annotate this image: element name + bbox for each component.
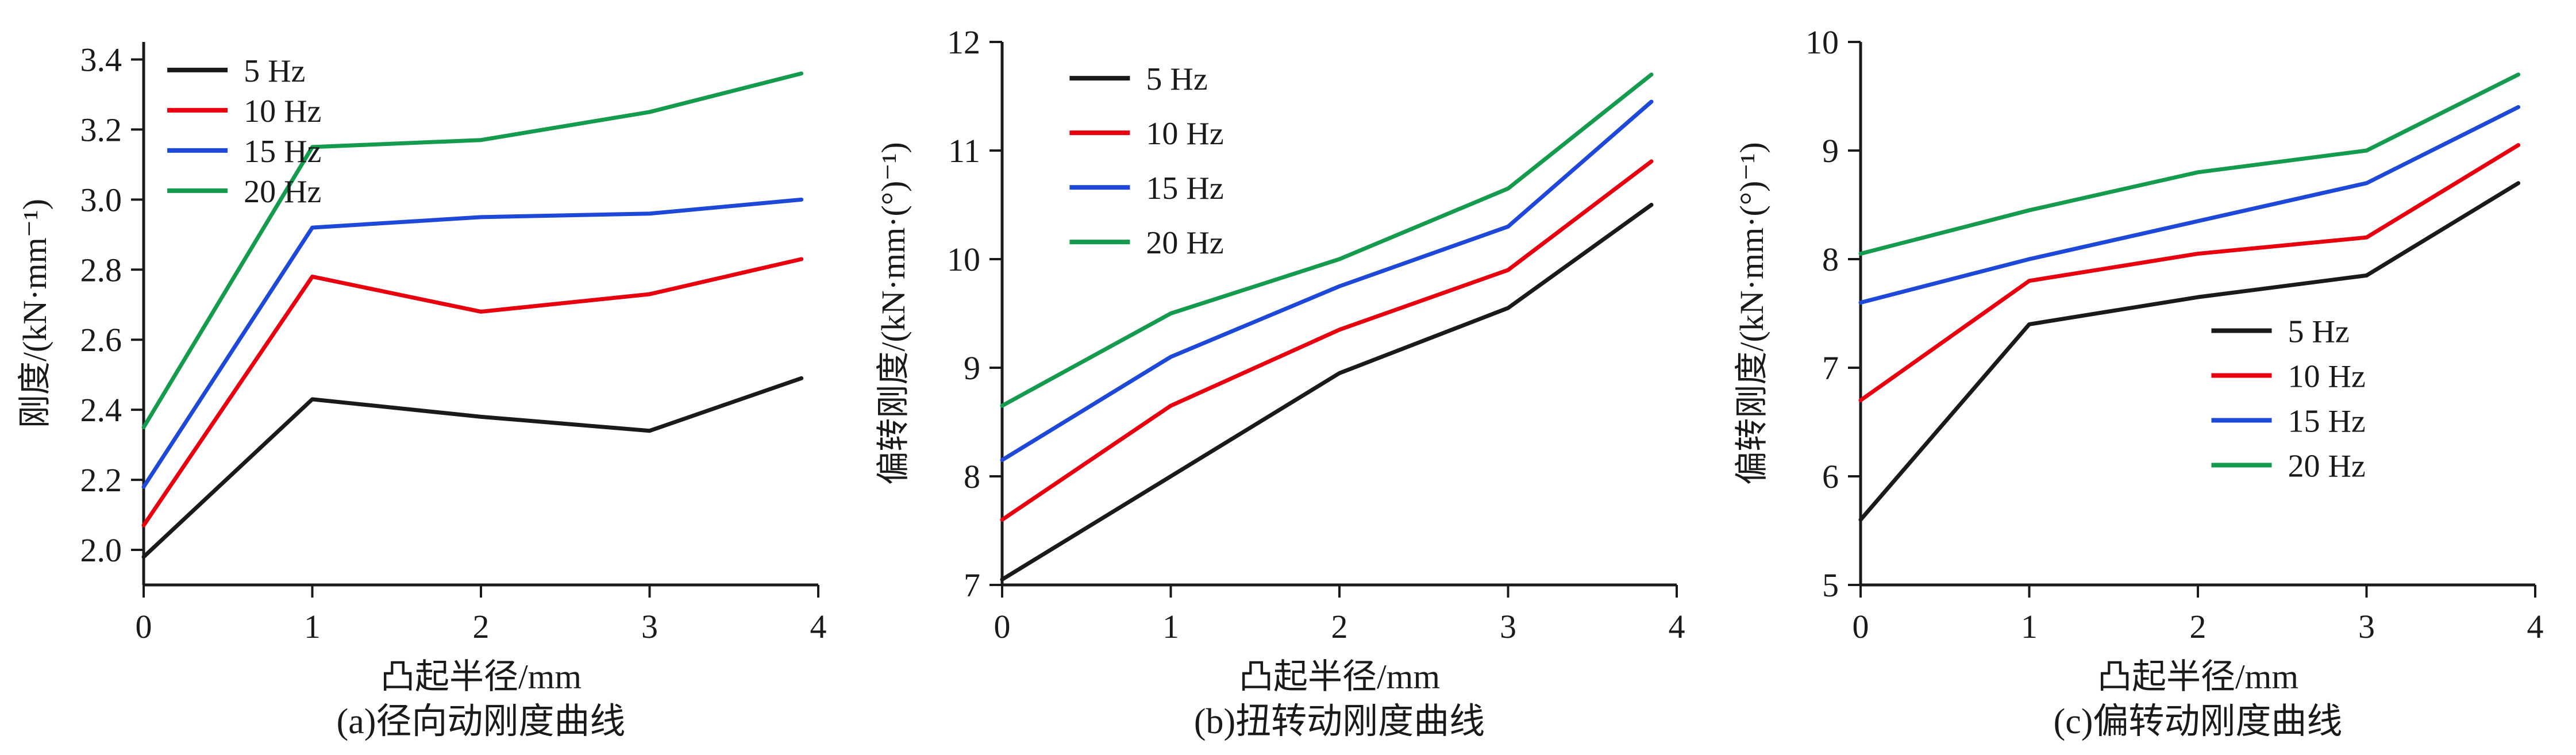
y-tick-label: 10 bbox=[947, 241, 980, 278]
x-tick-label: 3 bbox=[641, 608, 658, 645]
y-axis-title: 刚度/(kN·mm⁻¹) bbox=[16, 199, 53, 428]
chart-b-caption: (b)扭转动刚度曲线 bbox=[1193, 702, 1485, 741]
legend-label-20-hz: 20 Hz bbox=[244, 174, 321, 210]
series-line-10-hz bbox=[1000, 159, 1654, 522]
legend-label-20-hz: 20 Hz bbox=[1146, 225, 1223, 261]
x-axis-title: 凸起半径/mm bbox=[380, 658, 582, 696]
chart-a-caption: (a)径向动刚度曲线 bbox=[336, 702, 626, 741]
x-tick-label: 1 bbox=[1162, 608, 1179, 645]
x-tick-label: 2 bbox=[473, 608, 490, 645]
series-line-15-hz bbox=[141, 197, 804, 489]
y-tick-label: 6 bbox=[1822, 458, 1839, 495]
series-line-20-hz bbox=[1858, 72, 2521, 256]
series-line-5-hz bbox=[1858, 181, 2521, 522]
x-tick-label: 2 bbox=[2190, 608, 2207, 645]
legend-label-5-hz: 5 Hz bbox=[2288, 314, 2349, 350]
chart-c-caption: (c)偏转动刚度曲线 bbox=[2053, 702, 2343, 741]
y-tick-label: 8 bbox=[964, 458, 980, 495]
y-tick-label: 3.4 bbox=[80, 41, 122, 78]
series-line-5-hz bbox=[1000, 203, 1654, 582]
x-tick-label: 4 bbox=[1669, 608, 1685, 645]
x-tick-label: 1 bbox=[2021, 608, 2038, 645]
legend-label-5-hz: 5 Hz bbox=[244, 53, 305, 89]
x-tick-label: 0 bbox=[994, 608, 1011, 645]
series-line-5-hz bbox=[141, 376, 804, 559]
series-line-20-hz bbox=[1000, 72, 1654, 408]
chart-panel-b: 7 8 9 10 11 12 0 1 2 3 4 偏转刚度/(kN·mm·(°)⁻¹) 凸起半径/mm 5… bbox=[858, 16, 1717, 744]
y-tick-label: 3.2 bbox=[80, 111, 122, 148]
legend-label-10-hz: 10 Hz bbox=[244, 94, 321, 129]
legend-label-20-hz: 20 Hz bbox=[2288, 449, 2365, 484]
x-axis-title: 凸起半径/mm bbox=[1239, 658, 1440, 696]
series-line-15-hz bbox=[1858, 105, 2521, 305]
x-tick-label: 4 bbox=[810, 608, 827, 645]
series-line-20-hz bbox=[141, 71, 804, 430]
y-tick-label: 5 bbox=[1822, 567, 1839, 604]
x-tick-label: 1 bbox=[304, 608, 321, 645]
y-tick-label: 7 bbox=[1822, 349, 1839, 387]
chart-panel-a: 2.0 2.2 2.4 2.6 2.8 3.0 3.2 3.4 0 1 2 3 4 刚度/(kN·mm⁻¹… bbox=[0, 16, 858, 744]
x-axis-title: 凸起半径/mm bbox=[2097, 658, 2298, 696]
y-tick-label: 2.4 bbox=[80, 391, 122, 429]
x-tick-label: 3 bbox=[1500, 608, 1516, 645]
chart-panel-c: 5 6 7 8 9 10 0 1 2 3 4 偏转刚度/(kN·mm·(°)⁻¹) 凸起半径/mm 5 H… bbox=[1717, 16, 2575, 744]
y-tick-label: 2.8 bbox=[80, 251, 122, 288]
legend-label-15-hz: 15 Hz bbox=[1146, 171, 1223, 206]
legend-label-15-hz: 15 Hz bbox=[2288, 404, 2365, 440]
y-axis-title: 偏转刚度/(kN·mm·(°)⁻¹) bbox=[1733, 142, 1770, 484]
legend-label-15-hz: 15 Hz bbox=[244, 134, 321, 170]
y-tick-label: 9 bbox=[964, 349, 980, 387]
series-line-10-hz bbox=[141, 257, 804, 527]
x-tick-label: 2 bbox=[1331, 608, 1348, 645]
series-line-10-hz bbox=[1858, 143, 2521, 403]
legend-label-5-hz: 5 Hz bbox=[1146, 61, 1207, 97]
y-tick-label: 8 bbox=[1822, 241, 1839, 278]
radial-stiffness-chart: 2.0 2.2 2.4 2.6 2.8 3.0 3.2 3.4 0 1 2 3 4 刚度/(kN·mm⁻¹… bbox=[16, 41, 827, 696]
y-axis-title: 偏转刚度/(kN·mm·(°)⁻¹) bbox=[875, 142, 912, 484]
legend-label-10-hz: 10 Hz bbox=[1146, 116, 1223, 152]
x-tick-label: 0 bbox=[1853, 608, 1869, 645]
y-tick-label: 10 bbox=[1805, 24, 1839, 61]
legend-label-10-hz: 10 Hz bbox=[2288, 359, 2365, 395]
y-tick-label: 9 bbox=[1822, 132, 1839, 170]
y-tick-label: 2.2 bbox=[80, 461, 122, 499]
y-tick-label: 2.6 bbox=[80, 321, 122, 359]
y-tick-label: 3.0 bbox=[80, 181, 122, 218]
x-tick-label: 4 bbox=[2527, 608, 2544, 645]
x-tick-label: 0 bbox=[136, 608, 152, 645]
y-tick-label: 7 bbox=[964, 567, 980, 604]
y-tick-label: 12 bbox=[947, 24, 980, 61]
series-line-15-hz bbox=[1000, 99, 1654, 463]
x-tick-label: 3 bbox=[2358, 608, 2375, 645]
y-tick-label: 11 bbox=[948, 132, 980, 170]
y-tick-label: 2.0 bbox=[80, 531, 122, 569]
deflection-stiffness-chart: 5 6 7 8 9 10 0 1 2 3 4 偏转刚度/(kN·mm·(°)⁻¹) 凸起半径/mm 5 H… bbox=[1733, 24, 2544, 696]
